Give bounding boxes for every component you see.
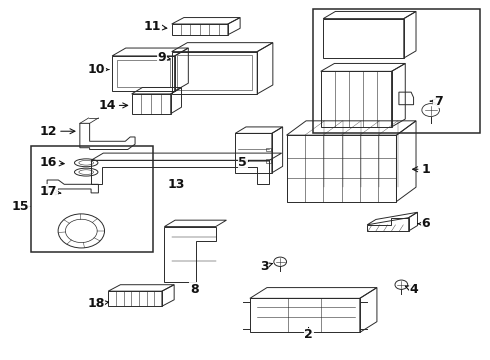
Text: 18: 18 [87,297,109,310]
Text: 12: 12 [40,125,75,138]
Text: 2: 2 [304,328,313,341]
Text: 9: 9 [158,51,171,64]
Text: 4: 4 [405,283,418,296]
Bar [323,19,404,58]
Bar [287,135,396,202]
Text: 11: 11 [144,20,167,33]
Bar [108,291,162,306]
Bar [235,134,272,173]
Text: 17: 17 [40,185,61,198]
Text: 1: 1 [413,163,430,176]
Text: 14: 14 [98,99,128,112]
Bar [117,59,170,87]
Text: 6: 6 [418,217,430,230]
Bar [314,9,480,134]
Bar [321,71,392,127]
Bar [176,55,252,90]
Bar [31,145,153,252]
Text: 5: 5 [238,156,249,169]
Bar [266,159,271,163]
Text: 10: 10 [88,63,109,76]
Text: 13: 13 [168,178,185,191]
Bar [172,24,228,35]
Text: 3: 3 [260,260,272,273]
Text: 16: 16 [40,156,64,169]
Text: 15: 15 [11,200,30,213]
Bar [266,148,271,151]
Text: 7: 7 [430,95,442,108]
Text: 8: 8 [190,283,198,296]
